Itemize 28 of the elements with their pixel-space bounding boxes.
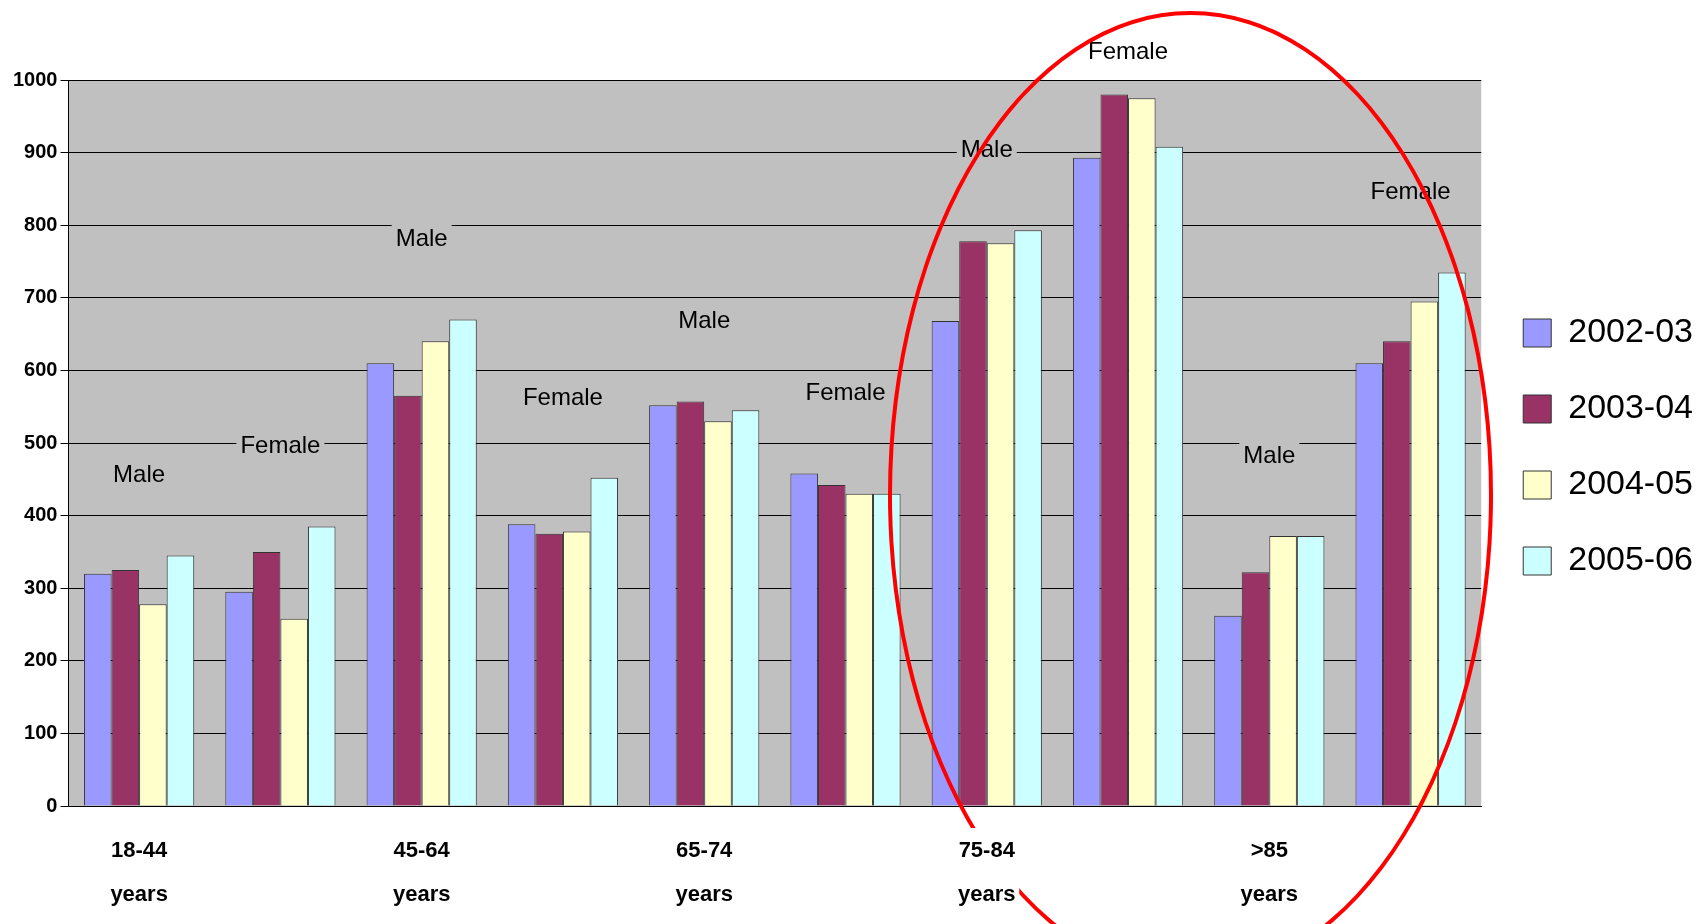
y-tick-label: 500 <box>24 430 58 453</box>
annotation: Male <box>113 460 166 488</box>
x-tick-label: 65-74 years <box>671 828 737 916</box>
y-tick-label: 700 <box>24 285 58 308</box>
y-tick-label: 600 <box>24 357 58 380</box>
annotation: Male <box>678 306 731 334</box>
y-tick-label: 800 <box>24 212 58 235</box>
y-tick-label: 300 <box>24 575 58 598</box>
legend-label: 2004-05 <box>1568 463 1693 502</box>
x-tick-label: >85 years <box>1236 828 1303 916</box>
annotation: Male <box>395 224 448 252</box>
y-tick-label: 200 <box>24 648 58 671</box>
x-tick-label: 45-64 years <box>388 828 455 916</box>
y-tick-label: 100 <box>24 720 58 743</box>
legend-label: 2005-06 <box>1568 539 1693 578</box>
y-tick-label: 400 <box>24 503 58 526</box>
annotation: Female <box>805 378 886 406</box>
y-tick-label: 0 <box>46 793 58 816</box>
legend-label: 2002-03 <box>1568 311 1693 350</box>
text: Female <box>1088 36 1169 64</box>
x-tick-label: 75-84 years <box>954 828 1020 916</box>
annotation: Female <box>240 431 321 459</box>
y-tick-label: 900 <box>24 140 58 163</box>
legend-label: 2003-04 <box>1568 387 1693 426</box>
annotation: Female <box>522 382 603 410</box>
y-tick-label: 1000 <box>12 67 58 90</box>
annotation: Male <box>1243 440 1296 468</box>
x-tick-label: 18-44 years <box>106 828 172 916</box>
